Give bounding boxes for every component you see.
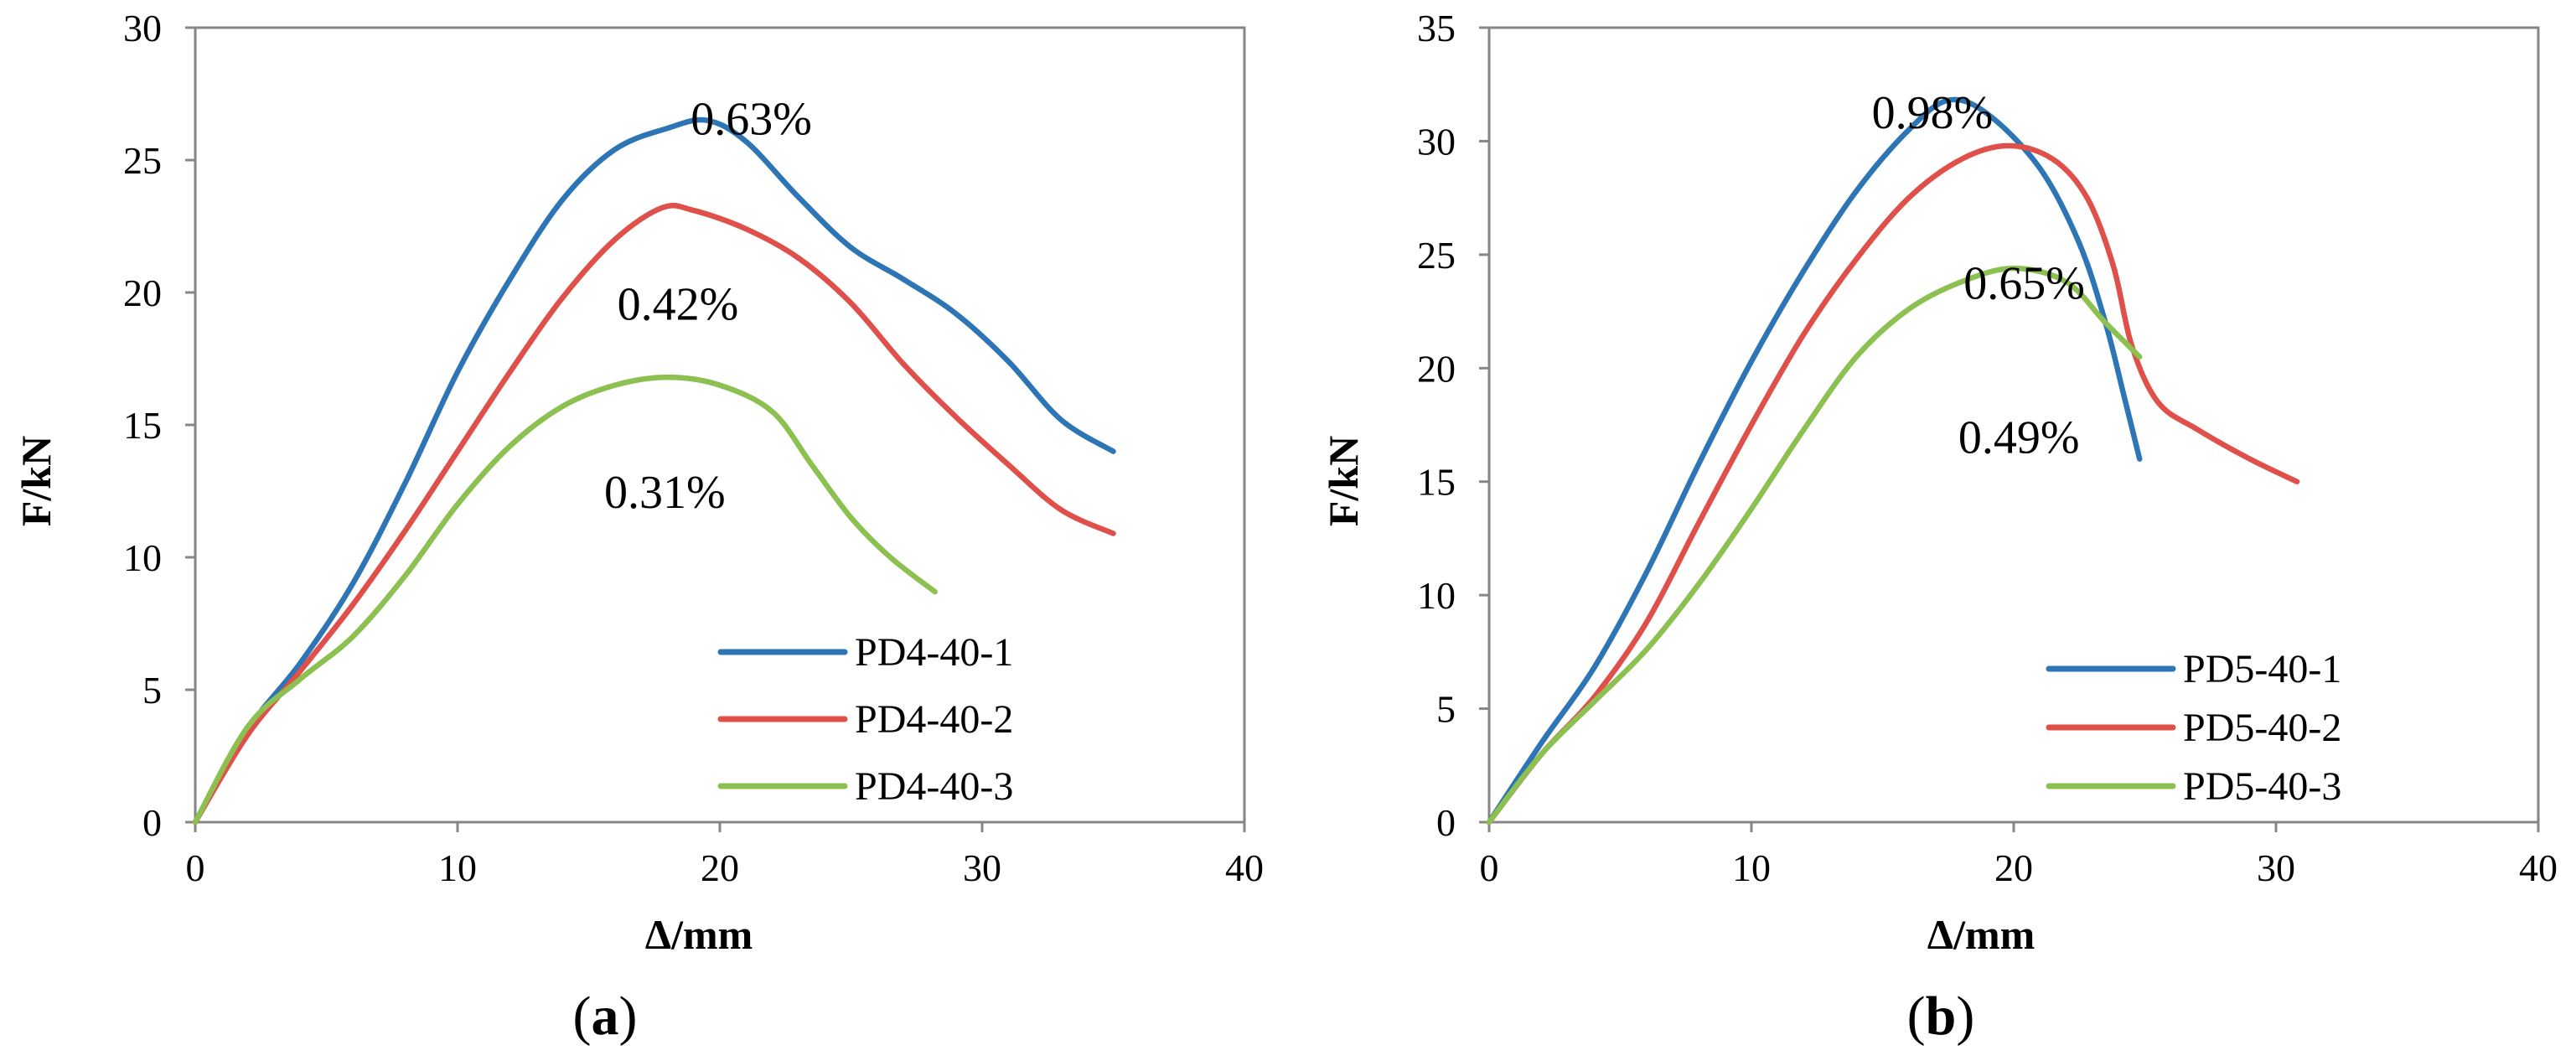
legend-label-pd4-40-2: PD4-40-2 xyxy=(855,697,1013,742)
y-axis-title-a: F/kN xyxy=(13,436,59,526)
panel-label-b: (b) xyxy=(1907,986,1975,1047)
y-tick-label-a: 20 xyxy=(123,272,162,314)
y-axis-title-b: F/kN xyxy=(1320,436,1367,526)
x-tick-label-a: 0 xyxy=(186,846,205,889)
y-tick-label-b: 25 xyxy=(1417,234,1456,277)
y-tick-label-a: 30 xyxy=(123,7,162,49)
y-tick-label-a: 25 xyxy=(123,139,162,182)
y-tick-label-b: 10 xyxy=(1417,574,1456,617)
annotation-label-a: 0.42% xyxy=(618,279,739,331)
legend-a: PD4-40-1 PD4-40-2 PD4-40-3 xyxy=(717,630,1013,809)
y-tick-label-b: 20 xyxy=(1417,347,1456,390)
x-tick-label-a: 20 xyxy=(701,846,739,889)
series-line-pd5-40-1 xyxy=(1486,96,2143,826)
x-tick-label-a: 40 xyxy=(1225,846,1264,889)
y-tick-label-a: 5 xyxy=(142,669,162,712)
x-axis-title-a: Δ/mm xyxy=(645,911,753,958)
y-tick-label-b: 0 xyxy=(1436,801,1456,844)
x-axis-title-b: Δ/mm xyxy=(1927,911,2035,958)
legend-label-pd5-40-1: PD5-40-1 xyxy=(2183,647,2341,691)
annotation-label-a: 0.31% xyxy=(604,467,726,519)
annotation-label-b: 0.65% xyxy=(1963,257,2085,309)
annotation-label-a: 0.63% xyxy=(691,93,812,145)
legend-label-pd4-40-1: PD4-40-1 xyxy=(855,630,1013,675)
y-tick-label-b: 30 xyxy=(1417,120,1456,163)
legend-label-pd5-40-2: PD5-40-2 xyxy=(2183,706,2341,750)
series-line-pd5-40-3 xyxy=(1486,265,2143,826)
chart-panel-a: 0 10 20 30 40 0 5 10 15 20 25 30 0.63% 0.42% 0.31% PD4-… xyxy=(13,7,1264,1047)
legend-label-pd5-40-3: PD5-40-3 xyxy=(2183,764,2341,809)
x-tick-label-b: 30 xyxy=(2257,846,2295,889)
series-line-pd4-40-3 xyxy=(192,374,938,826)
y-tick-label-b: 35 xyxy=(1417,7,1456,49)
legend-label-pd4-40-3: PD4-40-3 xyxy=(855,764,1013,809)
annotation-label-b: 0.49% xyxy=(1958,412,2080,464)
y-tick-label-b: 5 xyxy=(1436,688,1456,731)
legend-b: PD5-40-1 PD5-40-2 PD5-40-3 xyxy=(2046,647,2341,809)
plot-area-a xyxy=(194,26,1246,824)
x-tick-label-a: 10 xyxy=(438,846,477,889)
x-tick-label-a: 30 xyxy=(963,846,1001,889)
series-line-pd5-40-2 xyxy=(1486,142,2300,826)
chart-panel-b: 0 10 20 30 40 0 5 10 15 20 25 30 35 0.98% 0.65% 0.49% PD… xyxy=(1320,7,2558,1047)
panel-label-a: (a) xyxy=(573,986,638,1047)
annotation-label-b: 0.98% xyxy=(1872,87,1994,139)
series-line-pd4-40-2 xyxy=(192,202,1116,826)
x-tick-label-b: 0 xyxy=(1480,846,1499,889)
y-tick-label-a: 10 xyxy=(123,536,162,579)
y-tick-label-a: 0 xyxy=(142,801,162,844)
series-line-pd4-40-1 xyxy=(192,116,1116,826)
x-tick-label-b: 10 xyxy=(1732,846,1771,889)
x-tick-label-b: 40 xyxy=(2519,846,2558,889)
y-tick-label-b: 15 xyxy=(1417,461,1456,504)
x-tick-label-b: 20 xyxy=(1994,846,2033,889)
y-tick-label-a: 15 xyxy=(123,404,162,447)
